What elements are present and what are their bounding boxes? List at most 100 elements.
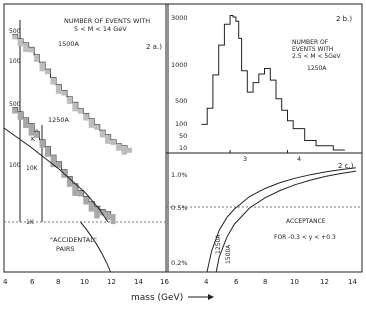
panel-b-title-2: EVENTS WITH (292, 46, 333, 53)
series-1500-error-bar (12, 34, 18, 40)
series-1250-error-bar (88, 201, 95, 212)
xtick-16-left: 16 (160, 278, 169, 286)
xtick-8-right: 8 (263, 278, 267, 286)
series-1500-error-bar (99, 130, 106, 138)
x-axis-arrow (188, 294, 214, 300)
panel-b-label: 2 b.) (336, 15, 352, 23)
a-ytick-k: K (31, 136, 36, 143)
panel-a-counts-title: NUMBER OF EVENTS WITH (64, 17, 150, 25)
series-1250-error-bar (77, 190, 84, 197)
series-1500-error-bar (50, 77, 56, 85)
series-1250-error-bar (99, 209, 106, 216)
xtick-10-right: 10 (290, 278, 299, 286)
b-ytick-500: 500 (175, 97, 187, 105)
series-1250-error-bar (55, 161, 62, 168)
c-ytick-1.0: 1.0% (171, 171, 188, 179)
series-1250-error-bar (83, 196, 89, 205)
accidental-label-2: PAIRS (56, 245, 75, 253)
xtick-4-right: 4 (204, 278, 209, 286)
series-1250-error-bar (105, 211, 111, 220)
series-1250-error-bar (39, 139, 45, 148)
b-xtick-3: 3 (243, 155, 247, 163)
series-1500-error-bar (121, 145, 127, 155)
xtick-6-left: 6 (30, 278, 35, 286)
series-1500-error-bar (88, 118, 95, 128)
b-ytick-10: 10 (179, 144, 187, 152)
series-1500-label: 1500A (58, 40, 80, 48)
series-1500-error-bar (83, 113, 89, 121)
series-1500-error-bar (72, 102, 78, 112)
panel-c-acceptance: ACCEPTANCE (286, 218, 326, 225)
panel-a-counts-range: 5 < M < 14 GeV (74, 25, 127, 33)
series-1500-error-bar (61, 90, 67, 96)
b-ytick-1000: 1000 (171, 61, 188, 69)
series-1500-error-bar (23, 43, 29, 52)
accidental-label-1: "ACCIDENTAL" (50, 236, 97, 244)
a-ytick-1k: 1K (26, 219, 35, 226)
panel-c-label: 2 c.) (338, 162, 354, 170)
series-1250-error-bar (50, 155, 56, 168)
accidental-pairs-tail (80, 221, 112, 273)
panel-b-title-1: NUMBER OF (292, 39, 329, 46)
panel-b-trace (201, 15, 345, 151)
series-1250-label: 1250A (48, 116, 70, 124)
series-1250-error-bar (17, 111, 24, 120)
b-ytick-50: 50 (179, 132, 187, 140)
series-1250-error-bar (28, 123, 35, 136)
x-axis-label: mass (GeV) (131, 293, 183, 303)
b-ytick-100: 100 (175, 120, 187, 128)
panel-b-title-3: 2.5 < M < 5GeV (292, 53, 342, 60)
series-1500-error-bar (55, 84, 62, 94)
b-ytick-3000: 3000 (171, 14, 188, 22)
series-1500-error-bar (66, 96, 73, 104)
series-1500-error-bar (110, 139, 117, 145)
a-ytick-10k: 10K (26, 165, 39, 172)
xtick-8-left: 8 (56, 278, 60, 286)
acceptance-1500-curve (215, 170, 357, 273)
series-1500-error-bar (34, 54, 40, 62)
series-1250-error-bar (34, 131, 40, 138)
series-1250-error-bar (12, 107, 18, 114)
series-1500-error-bar (28, 47, 35, 53)
xtick-6-right: 6 (234, 278, 239, 286)
a-ytick-100-mid: 100 (9, 162, 21, 169)
panel-b-series-label: 1250A (307, 65, 327, 72)
series-1250-error-bar (94, 206, 100, 219)
series-1250-error-bar (66, 176, 73, 187)
c-series-1250-label: 1250A (215, 234, 222, 254)
series-1500-error-bar (127, 147, 132, 153)
x-axis-arrow-head (208, 294, 214, 300)
panel-bc-frame (165, 3, 363, 273)
series-1500-error-bar (94, 124, 100, 130)
panel-c-range: FOR -0.3 < y < +0.3 (274, 234, 336, 241)
xtick-12-left: 12 (107, 278, 116, 286)
a-ytick-100-top: 100 (9, 58, 21, 65)
acceptance-1250-curve (206, 167, 357, 273)
chart-marks (3, 15, 357, 273)
series-1500-error-bar (39, 62, 45, 72)
c-ytick-0.2: 0.2% (171, 259, 188, 267)
b-xtick-4: 4 (297, 155, 301, 163)
series-1250-error-bar (23, 118, 29, 128)
a-ytick-500-top: 500 (9, 28, 21, 35)
series-1500-error-bar (77, 108, 84, 114)
xtick-4-left: 4 (3, 278, 8, 286)
xtick-14-right: 14 (348, 278, 357, 286)
panel-a-frame (3, 3, 169, 273)
series-1250-error-bar (72, 184, 78, 196)
xtick-12-right: 12 (320, 278, 329, 286)
accidental-pairs-trace (3, 127, 109, 223)
c-series-1500-label: 1500A (225, 244, 232, 264)
xtick-14-left: 14 (134, 278, 143, 286)
series-1500-error-bar (105, 134, 111, 144)
c-ytick-0.5: 0.5% (171, 204, 188, 212)
a-ytick-500-mid: 500 (9, 101, 21, 108)
series-1500-error-bar (116, 143, 122, 151)
series-1250-error-bar (110, 214, 116, 225)
series-1250-error-bar (45, 146, 51, 157)
series-1500-error-bar (17, 39, 24, 46)
xtick-10-left: 10 (80, 278, 89, 286)
series-1500-error-bar (45, 69, 51, 75)
panel-a-label: 2 a.) (146, 43, 162, 51)
